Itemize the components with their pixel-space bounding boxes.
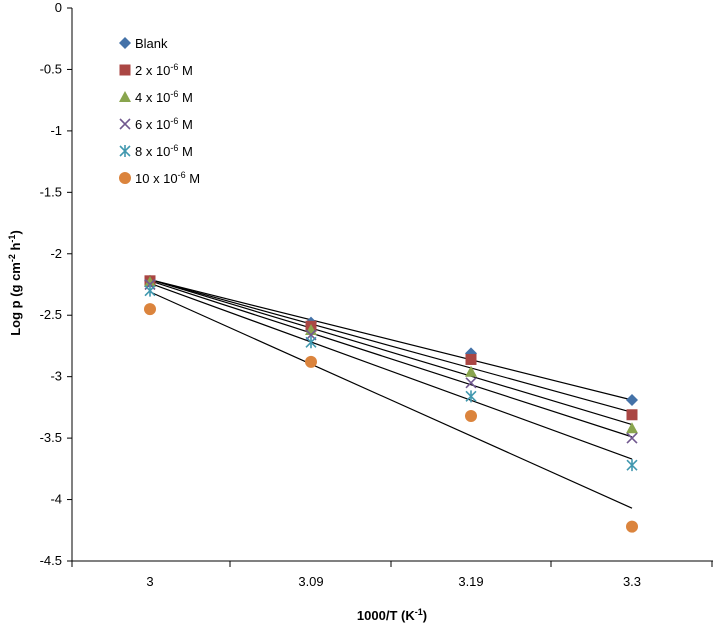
legend-marker [119,172,131,184]
y-tick-label: -3.5 [40,430,62,445]
data-point [465,409,477,422]
trendline [149,291,633,509]
x-tick-label: 3 [146,574,153,589]
y-axis-title: Log p (g cm-2 h-1) [7,230,23,336]
legend-marker [119,91,131,102]
legend-label: 8 x 10-6 M [135,143,193,159]
y-tick-label: -1 [50,123,62,138]
y-tick-label: 0 [55,0,62,15]
data-point [626,432,638,444]
x-tick-label: 3.3 [623,574,641,589]
data-point [465,365,477,377]
data-point [144,284,156,297]
legend: Blank 2 x 10-6 M 4 x 10-6 M 6 x 10-6 M 8 x 1… [119,36,200,186]
legend-label: 2 x 10-6 M [135,62,193,78]
x-tick-label: 3.09 [298,574,323,589]
trendline [149,282,633,460]
data-point [144,303,156,316]
trendlines [149,279,633,509]
data-point [305,355,317,368]
legend-label: Blank [135,36,168,51]
legend-marker [119,145,131,157]
data-point [465,390,477,403]
data-point [465,377,477,389]
data-point [626,520,638,533]
legend-marker [119,64,131,76]
data-point [626,422,638,434]
data-point [465,353,477,365]
trendline [149,279,633,401]
legend-marker [119,37,131,49]
y-tick-label: -1.5 [40,184,62,199]
trendline [149,280,633,438]
data-point [305,336,317,349]
data-markers [144,274,638,533]
data-point [144,276,156,288]
data-point [626,409,638,421]
legend-label: 6 x 10-6 M [135,116,193,132]
y-tick-label: -2 [50,246,62,261]
y-tick-label: -3 [50,369,62,384]
trendline [149,279,633,413]
legend-marker [119,118,131,130]
data-point [626,394,638,407]
trendline [149,279,633,426]
y-tick-label: -4.5 [40,553,62,568]
y-tick-label: -0.5 [40,61,62,76]
legend-label: 10 x 10-6 M [135,170,200,186]
axes: 0 -0.5 -1 -1.5 -2 -2.5 -3 -3.5 -4 -4.5 3 3.09 3.19 3.… [40,0,713,589]
x-axis-title: 1000/T (K-1) [357,607,427,623]
data-point [626,459,638,472]
legend-label: 4 x 10-6 M [135,89,193,105]
y-tick-label: -4 [50,492,62,507]
x-tick-label: 3.19 [458,574,483,589]
y-tick-label: -2.5 [40,307,62,322]
